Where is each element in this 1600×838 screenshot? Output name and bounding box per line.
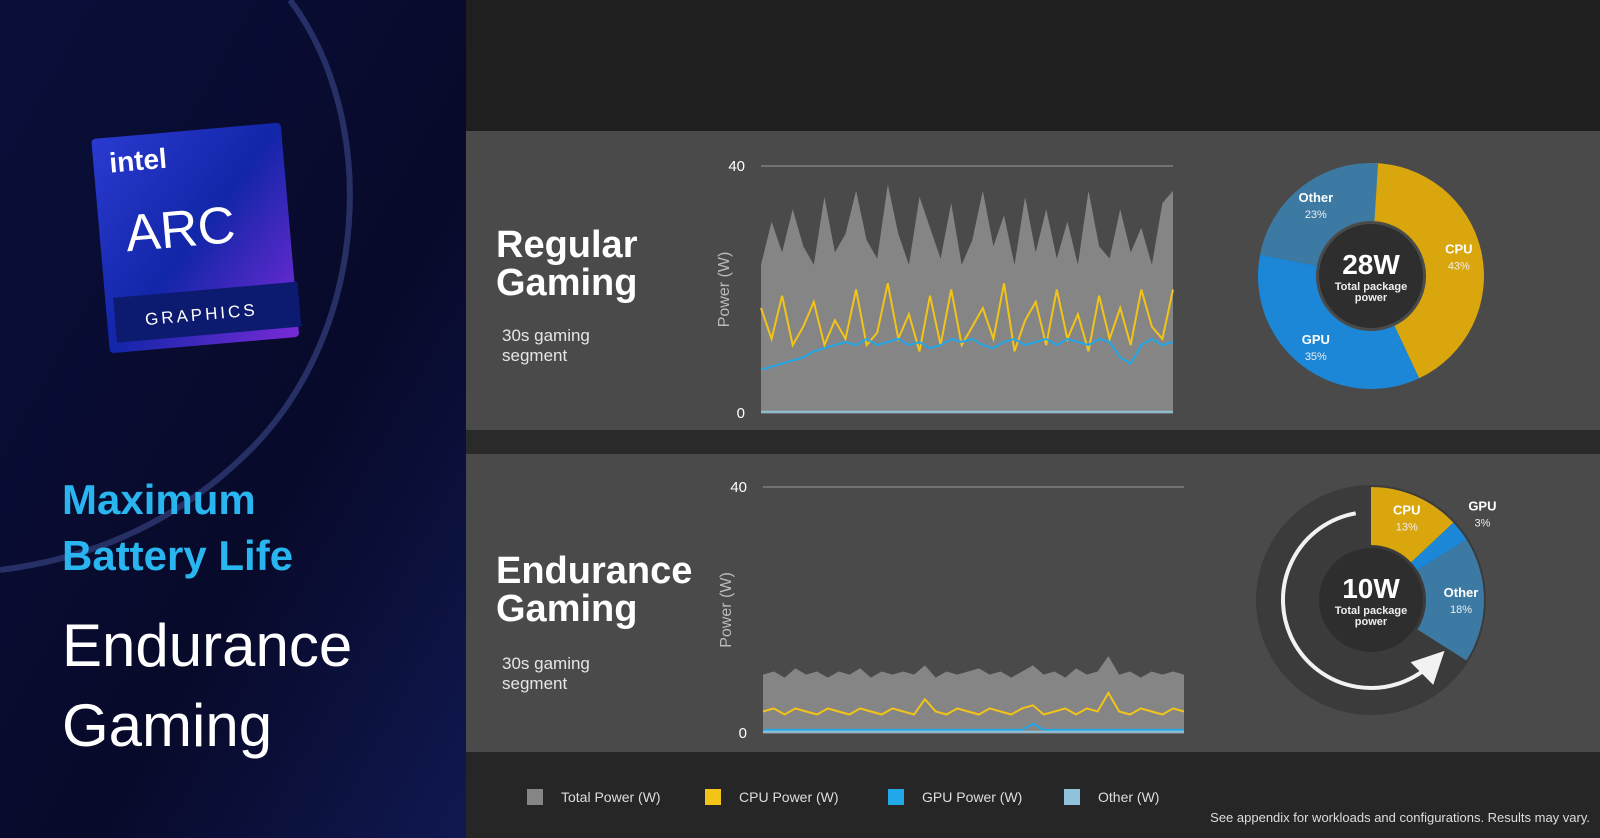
line [763, 722, 1184, 731]
legend-swatch [527, 789, 543, 805]
slice-label: Other [1299, 190, 1334, 205]
y-tick-label: 0 [737, 405, 745, 422]
reduction-arrow [1280, 511, 1445, 690]
slice-label: CPU [1445, 241, 1472, 256]
top-band [466, 0, 1600, 131]
pie-slice [1411, 522, 1467, 571]
legend-label: CPU Power (W) [739, 789, 839, 805]
pie-slice [1417, 539, 1484, 661]
center-caption: Total package power [1334, 605, 1408, 628]
y-tick-label: 40 [730, 479, 747, 496]
slice-label: CPU [1393, 502, 1420, 517]
product: ARC [123, 196, 237, 263]
section-caption: 30s gaming segment [502, 654, 590, 693]
tile-band [113, 281, 302, 343]
panel-gap [466, 430, 1600, 454]
pie-slice [1371, 163, 1484, 379]
line [760, 283, 1174, 352]
center-label: 10W [1342, 573, 1400, 604]
slice-value-label: 3% [1474, 518, 1490, 530]
section-caption: 30s gaming segment [502, 326, 590, 365]
legend-swatch [1064, 789, 1080, 805]
legend-label: Other (W) [1098, 789, 1159, 805]
line [762, 691, 1185, 716]
line [760, 337, 1174, 371]
legend-label: GPU Power (W) [922, 789, 1022, 805]
y-tick-label: 0 [739, 725, 747, 742]
slice-label: Other [1444, 585, 1479, 600]
slice-value-label: 23% [1305, 209, 1327, 221]
pie-slice [1371, 487, 1454, 563]
brand: intel [108, 143, 168, 179]
section-title: Regular Gaming [496, 224, 638, 304]
slice-value-label: 43% [1448, 260, 1470, 272]
logo-tile: intel ARC GRAPHICS [91, 122, 302, 353]
y-axis-label: Power (W) [716, 252, 733, 328]
pie-slice [1260, 162, 1379, 266]
slice-value-label: 13% [1396, 521, 1418, 533]
legend-swatch [705, 789, 721, 805]
center-label: 28W [1342, 249, 1400, 280]
legend-label: Total Power (W) [561, 789, 661, 805]
legend-swatch [888, 789, 904, 805]
slice-label: GPU [1468, 499, 1496, 514]
donut-center [1319, 224, 1423, 328]
decor-arc [0, 0, 353, 573]
slice-value-label: 35% [1305, 351, 1327, 363]
pie-slice [1258, 254, 1420, 389]
center-caption: Total package power [1334, 281, 1408, 304]
y-tick-label: 40 [728, 158, 745, 175]
subtitle: Endurance Gaming [62, 612, 353, 759]
y-axis-label: Power (W) [718, 572, 735, 648]
slice-label: GPU [1302, 332, 1330, 347]
section-title: Endurance Gaming [496, 550, 693, 630]
donut-center [1319, 548, 1423, 652]
area [761, 184, 1173, 413]
bottom-band [466, 752, 1600, 838]
slice-value-label: 18% [1450, 604, 1472, 616]
footnote: See appendix for workloads and configura… [1210, 810, 1590, 825]
headline: Maximum Battery Life [62, 476, 294, 579]
